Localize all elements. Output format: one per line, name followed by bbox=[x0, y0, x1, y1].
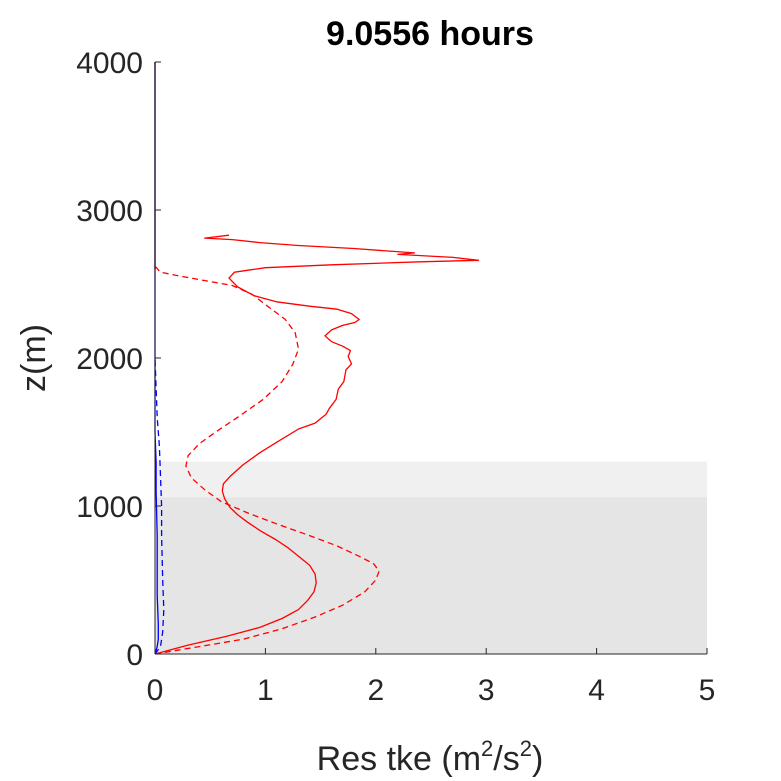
y-tick-label: 2000 bbox=[76, 343, 143, 376]
y-tick-label: 0 bbox=[126, 639, 143, 672]
x-axis-label-base: Res tke (m bbox=[317, 740, 481, 778]
x-axis-label-sup1: 2 bbox=[481, 736, 493, 761]
x-axis-label-sup2: 2 bbox=[520, 736, 532, 761]
x-axis-label-mid: /s bbox=[493, 740, 519, 778]
series-line-1 bbox=[154, 234, 480, 655]
x-axis-label: Res tke (m2/s2) bbox=[317, 736, 544, 778]
ticks: 0 1 2 3 4 5 0 1000 2000 3000 4000 bbox=[76, 47, 715, 707]
x-tick-label: 5 bbox=[699, 674, 716, 707]
x-tick-label: 0 bbox=[147, 674, 164, 707]
y-tick-label: 4000 bbox=[76, 47, 143, 80]
x-tick-label: 1 bbox=[257, 674, 274, 707]
shaded-region-2 bbox=[155, 461, 707, 498]
shaded-region-1 bbox=[155, 497, 707, 654]
x-tick-label: 3 bbox=[478, 674, 495, 707]
y-tick-label: 1000 bbox=[76, 491, 143, 524]
y-tick-label: 3000 bbox=[76, 195, 143, 228]
y-axis-label: z(m) bbox=[15, 324, 53, 392]
series-line-4 bbox=[154, 357, 165, 655]
x-axis-label-end: ) bbox=[532, 740, 543, 778]
series-line-2 bbox=[154, 265, 380, 655]
chart-title: 9.0556 hours bbox=[326, 15, 534, 53]
shaded-regions bbox=[155, 461, 707, 654]
x-tick-label: 2 bbox=[367, 674, 384, 707]
x-tick-label: 4 bbox=[588, 674, 605, 707]
